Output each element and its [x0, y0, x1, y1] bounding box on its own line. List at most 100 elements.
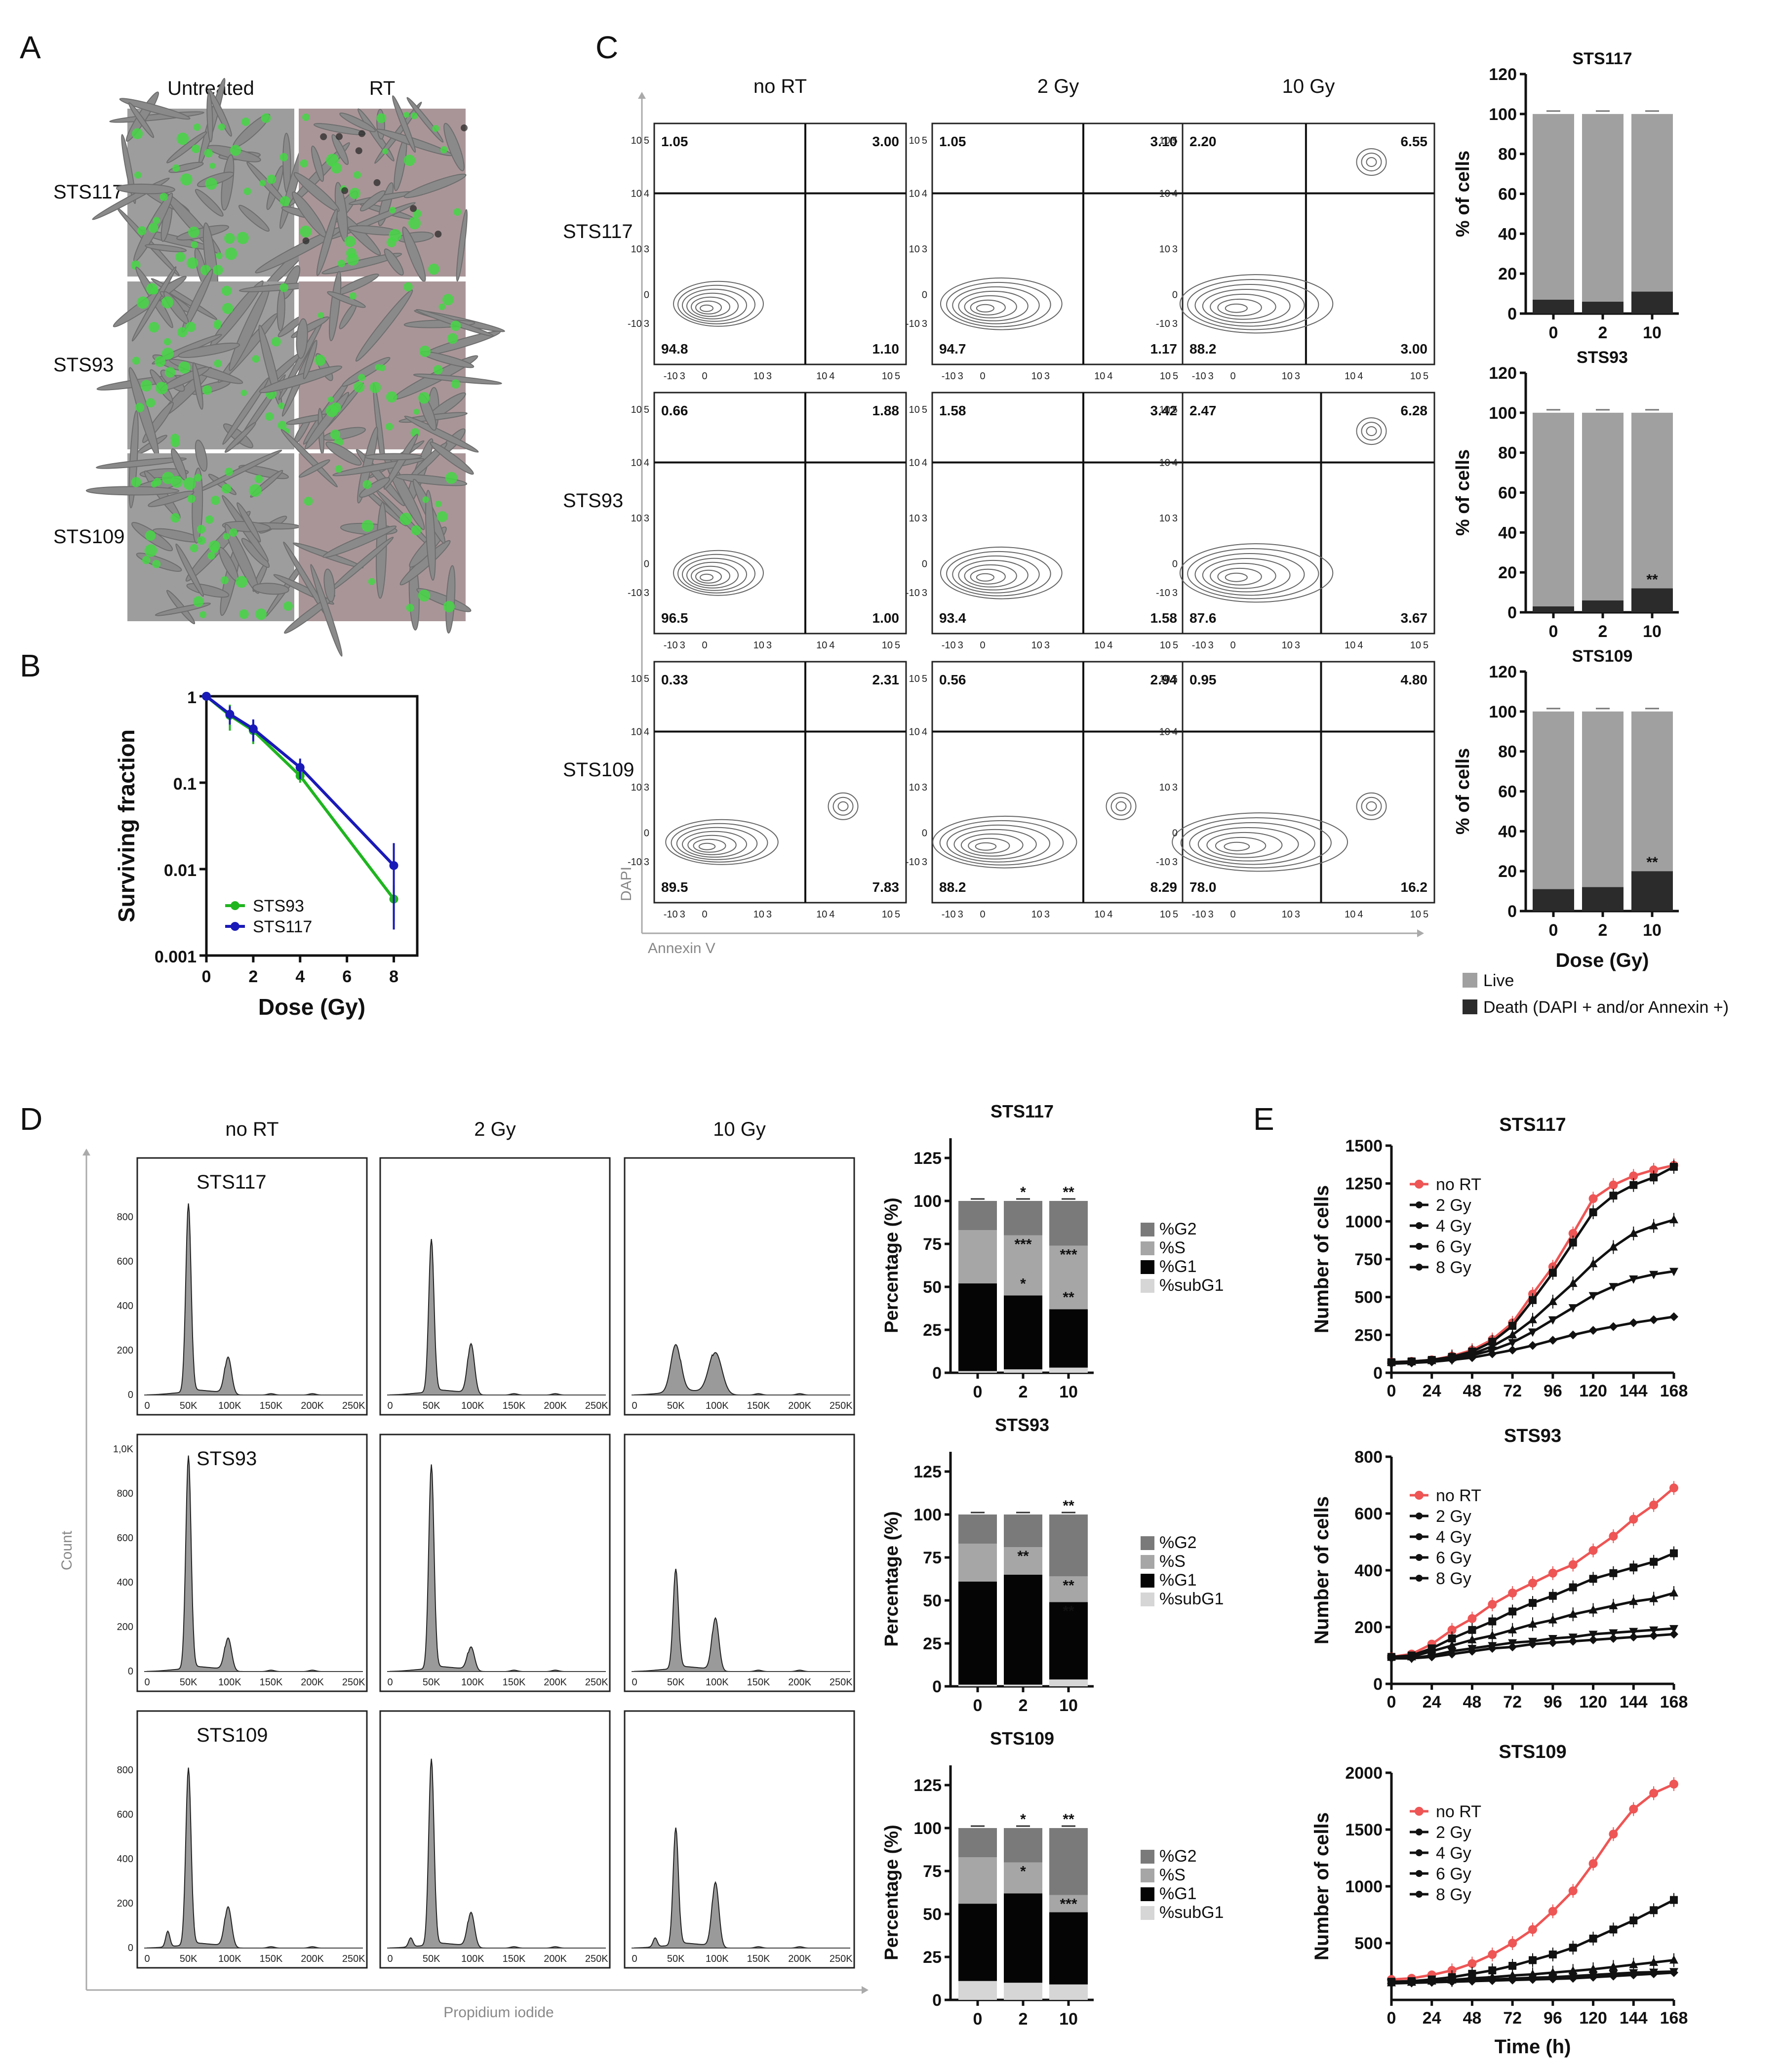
panel-b-legend-label: STS117: [253, 917, 312, 936]
panel-e-point: [1629, 1959, 1638, 1968]
cell-body: [280, 429, 338, 488]
panel-c-row-label: STS109: [563, 759, 634, 781]
panel-d-legend-label: %subG1: [1159, 1276, 1224, 1295]
panel-e-point: [1508, 1330, 1517, 1339]
contour-line: [676, 827, 758, 860]
green-nucleus: [453, 208, 461, 216]
contour-line: [686, 561, 739, 589]
cell-body: [175, 543, 204, 597]
cell-body: [416, 588, 472, 612]
green-nucleus: [191, 241, 198, 248]
panel-e-point: [1448, 1634, 1456, 1642]
contour-line: [1202, 558, 1291, 593]
panel-d-bar-xtick-label: 0: [973, 1383, 983, 1401]
flow-xtick-label: 10 5: [882, 640, 900, 651]
panel-c-xlabel: Annexin V: [648, 940, 715, 956]
panel-c-bar-live: [1533, 412, 1574, 606]
green-nucleus: [386, 391, 397, 403]
flow-xtick-label: 10 5: [1160, 909, 1178, 920]
panel-e-point: [1508, 1975, 1517, 1985]
green-nucleus: [148, 321, 159, 333]
panel-e-point: [1588, 1964, 1598, 1973]
panel-e-point: [1588, 1635, 1598, 1644]
green-nucleus: [183, 477, 196, 490]
panel-e-legend-label: 6 Gy: [1436, 1237, 1471, 1256]
cell-body: [327, 291, 366, 308]
green-nucleus: [175, 252, 186, 262]
histogram-xtick-label: 100K: [706, 1677, 729, 1688]
flow-ytick-label: 10 4: [1159, 189, 1178, 199]
contour-line: [964, 295, 1017, 319]
quadrant-ul-value: 1.05: [661, 134, 688, 149]
contour-line: [1202, 288, 1291, 323]
flow-ytick-label: 10 5: [909, 404, 927, 415]
panel-letter-b: B: [20, 648, 41, 683]
cell-body: [339, 112, 376, 132]
panel-d-legend-label: %S: [1159, 1552, 1186, 1571]
contour-line: [1217, 298, 1262, 317]
panel-d-bar-ytick-label: 100: [913, 1819, 942, 1838]
histogram-xtick-label: 50K: [667, 1677, 685, 1688]
contour-line: [940, 546, 1063, 599]
panel-e-ytick-label: 500: [1354, 1288, 1383, 1307]
panel-e-point: [1669, 1268, 1678, 1276]
green-nucleus: [207, 552, 215, 560]
green-nucleus: [445, 472, 458, 484]
histogram-xtick-label: 200K: [301, 1400, 324, 1411]
panel-e-legend-marker: [1416, 1201, 1423, 1208]
panel-e-point: [1467, 1959, 1477, 1968]
green-nucleus: [214, 322, 221, 329]
histogram-frame: [624, 1434, 855, 1692]
panel-e-point: [1528, 1619, 1537, 1628]
panel-d-bar-ytick-label: 50: [923, 1278, 942, 1297]
flow-xtick-label: 10 3: [753, 371, 772, 382]
flow-xtick-label: 10 3: [753, 640, 772, 651]
panel-e-xtick-label: 72: [1503, 1693, 1522, 1712]
green-nucleus: [172, 164, 180, 172]
micrograph-tile: [255, 95, 468, 282]
histogram-xtick-label: 0: [632, 1677, 637, 1688]
cell-body: [325, 441, 362, 466]
panel-c-bar-title: STS93: [1577, 348, 1628, 367]
panel-e-point: [1649, 1165, 1659, 1175]
panel-e-title: STS117: [1499, 1115, 1566, 1135]
panel-c-bar-ytick-label: 0: [1507, 902, 1517, 921]
panel-letter-a: A: [20, 30, 41, 65]
panel-e-point: [1427, 1652, 1436, 1662]
histogram-plot: STS109 0 50K 100K 150K 200K 250K 0 200 400 600 800: [117, 1710, 368, 1969]
flow-ytick-label: 10 4: [909, 727, 927, 738]
panel-a-row-label: STS93: [53, 354, 114, 376]
panel-c-ylabel: DAPI: [618, 867, 634, 901]
panel-e-point: [1447, 1649, 1457, 1659]
quadrant-ur-value: 6.55: [1401, 134, 1428, 149]
contour-line: [1210, 562, 1276, 589]
histogram-ytick-label: 400: [117, 1854, 133, 1865]
cell-body: [252, 583, 289, 595]
cell-body: [445, 565, 456, 634]
green-nucleus: [382, 148, 389, 155]
histogram-xtick-label: 150K: [260, 1400, 283, 1411]
quadrant-lr-value: 1.00: [872, 610, 900, 626]
panel-e-xtick-label: 168: [1660, 1693, 1688, 1712]
contour-line: [698, 842, 716, 850]
panel-e-point: [1669, 1955, 1678, 1964]
panel-d-bar-sig: **: [1063, 1811, 1074, 1828]
panel-e-point: [1649, 1221, 1659, 1230]
panel-a-row-label: STS117: [53, 181, 123, 203]
cell-body: [384, 248, 404, 276]
green-nucleus: [144, 544, 158, 557]
histogram-xtick-label: 200K: [788, 1677, 811, 1688]
panel-d-legend-swatch: [1141, 1223, 1154, 1236]
panel-d-bar-g2: [958, 1514, 997, 1544]
panel-e-ytick-label: 1500: [1345, 1821, 1383, 1839]
histogram-xtick-label: 0: [387, 1677, 393, 1688]
panel-e-ytick-label: 500: [1354, 1934, 1383, 1953]
panel-e-point: [1669, 1483, 1678, 1493]
contour-line: [958, 290, 1029, 321]
panel-e-point: [1589, 1934, 1597, 1943]
cell-body: [128, 102, 155, 138]
green-nucleus: [413, 408, 420, 415]
panel-c-col-header: no RT: [753, 76, 807, 97]
panel-b-ytick-label: 0.01: [164, 861, 197, 880]
green-nucleus: [192, 144, 200, 154]
